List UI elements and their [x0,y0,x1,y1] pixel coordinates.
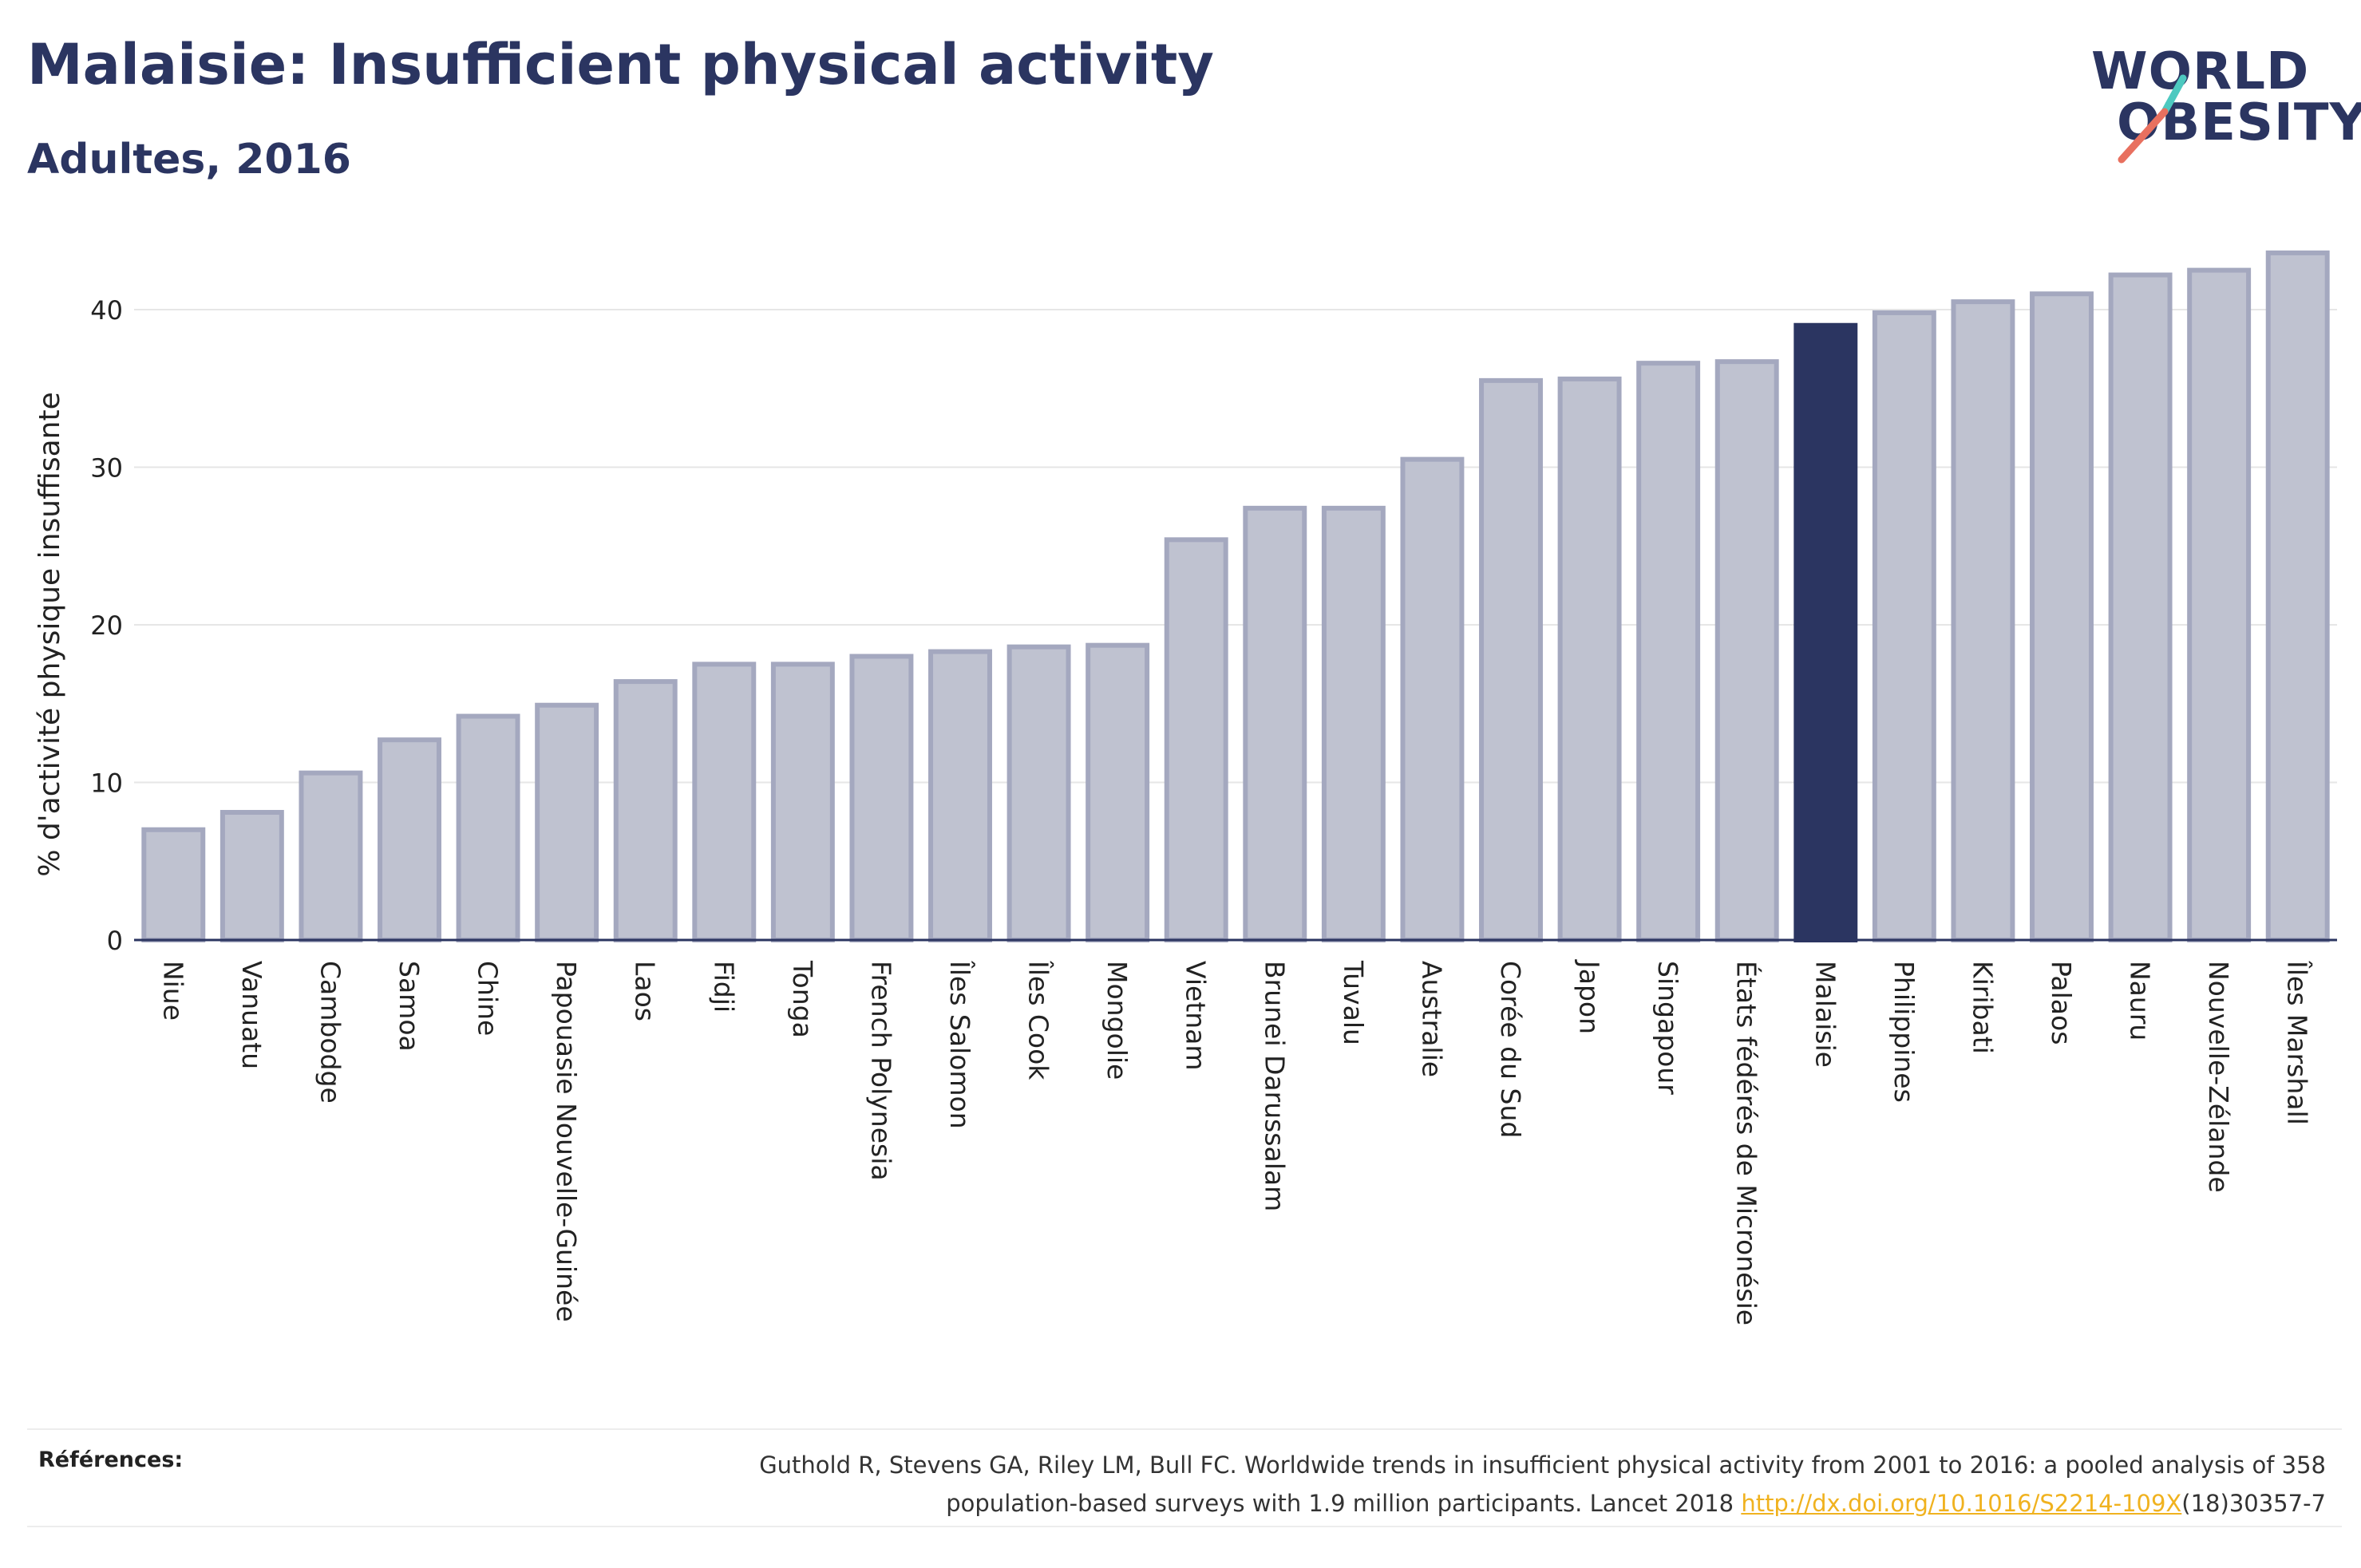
bar[interactable] [1636,361,1701,942]
chart-title: Malaisie: Insufficient physical activity [27,32,1214,97]
bar[interactable] [1557,376,1622,942]
x-tick-label: Niue [157,961,188,1021]
bar[interactable] [456,713,520,942]
bar[interactable] [2187,267,2252,942]
x-tick-label: French Polynesia [865,961,896,1181]
bar[interactable] [1164,537,1228,942]
bar[interactable] [299,770,363,943]
reference-text-before-link: population-based surveys with 1.9 millio… [946,1490,1742,1517]
logo-slash-icon [2118,74,2187,164]
bar[interactable] [1951,299,2015,942]
references-label: Références: [38,1448,184,1472]
y-tick-label: 40 [90,295,123,326]
bar[interactable] [928,649,992,942]
y-tick-label: 20 [90,610,123,641]
bar[interactable] [613,679,678,942]
x-tick-label: Corée du Sud [1495,961,1526,1138]
bar[interactable] [1321,505,1386,942]
bar[interactable] [2108,272,2173,942]
x-tick-label: États fédérés de Micronésie [1731,961,1763,1325]
x-tick-label: Fidji [708,961,739,1013]
bar[interactable] [141,827,206,942]
x-tick-label: Papouasie Nouvelle-Guinée [551,961,582,1322]
x-tick-label: Mongolie [1101,961,1133,1080]
x-tick-label: Nauru [2125,961,2156,1041]
axes: 0 10 20 30 40 Niue Vanuatu Cambodge Samoa Chine Pa… [90,295,2337,1325]
world-obesity-logo: WORLD OBESITY [2075,32,2361,176]
references-bottom-rule [27,1526,2342,1527]
bar-chart: 0 10 20 30 40 Niue Vanuatu Cambodge Samoa Chine Pa… [34,250,2337,1325]
reference-text-after-link: (18)30357-7 [2181,1490,2326,1517]
bar[interactable] [2265,250,2330,942]
x-tick-label: Laos [630,961,661,1021]
bar[interactable] [849,654,914,942]
x-tick-label: Brunei Darussalam [1259,961,1290,1211]
bar[interactable] [535,702,599,942]
x-tick-label: Tonga [787,960,818,1038]
bar[interactable] [770,662,835,942]
bar-highlighted[interactable] [1793,322,1858,942]
x-tick-label: Îles Salomon [944,960,976,1129]
x-tick-label: Palaos [2046,961,2077,1045]
bars [141,250,2330,943]
chart-subtitle: Adultes, 2016 [27,136,351,184]
bar[interactable] [1714,359,1779,942]
y-tick-label: 30 [90,453,123,484]
x-tick-label: Îles Marshall [2282,960,2314,1125]
y-tick-label: 10 [90,768,123,799]
reference-doi-link[interactable]: http://dx.doi.org/10.1016/S2214-109X [1741,1490,2182,1517]
x-tick-label: Nouvelle-Zélande [2203,961,2234,1193]
bar[interactable] [692,662,757,942]
x-tick-label: Tuvalu [1338,960,1369,1045]
x-tick-label: Îles Cook [1023,960,1055,1080]
logo-text-world: WORLD [2091,42,2310,101]
x-tick-label: Australie [1416,961,1447,1077]
y-axis-title: % d'activité physique insuffisante [34,392,66,876]
x-tick-label: Chine [473,961,504,1036]
bar[interactable] [1479,377,1543,942]
bar[interactable] [2030,291,2094,942]
bar[interactable] [1872,310,1936,942]
x-tick-label: Philippines [1888,961,1920,1103]
bar[interactable] [378,737,441,942]
bar[interactable] [1086,642,1150,942]
x-tick-label: Cambodge [314,961,346,1104]
bar[interactable] [1243,505,1307,942]
bar[interactable] [1006,644,1071,943]
x-tick-label: Malaisie [1809,961,1841,1068]
x-tick-label: Japon [1574,959,1605,1034]
y-tick-label: 0 [107,926,123,956]
x-tick-label: Vietnam [1180,961,1212,1071]
x-tick-label: Vanuatu [236,961,267,1069]
x-tick-label: Samoa [394,961,425,1052]
references-text: Guthold R, Stevens GA, Riley LM, Bull FC… [490,1446,2326,1523]
reference-line-1: Guthold R, Stevens GA, Riley LM, Bull FC… [759,1451,2326,1479]
bar[interactable] [219,810,284,943]
references-top-rule [27,1428,2342,1430]
x-tick-label: Singapour [1652,961,1683,1095]
reference-line-2: population-based surveys with 1.9 millio… [490,1484,2326,1523]
x-tick-label: Kiribati [1967,961,1998,1054]
bar[interactable] [1400,456,1465,942]
